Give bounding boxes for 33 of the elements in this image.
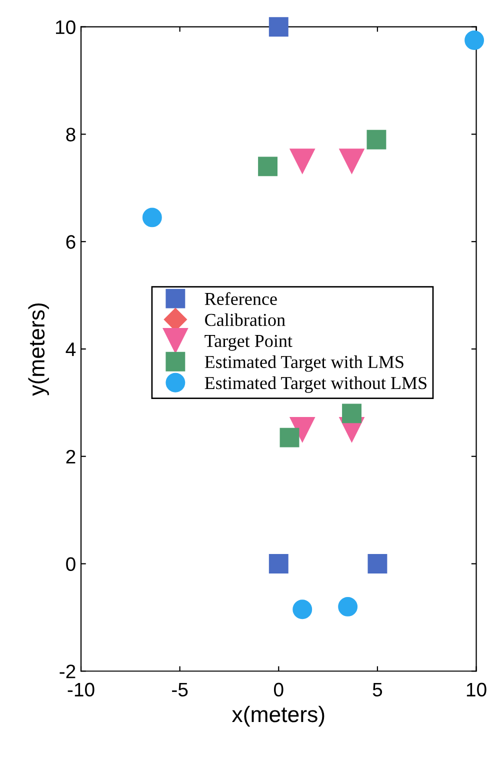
point bbox=[290, 417, 315, 442]
point bbox=[368, 554, 388, 574]
x-tick-label: 10 bbox=[466, 682, 486, 697]
point bbox=[464, 30, 484, 50]
y-axis-title: y(meters) bbox=[28, 303, 49, 396]
y-tick-label: 0 bbox=[66, 557, 76, 571]
point bbox=[338, 596, 358, 616]
point bbox=[342, 404, 362, 424]
legend-label: Calibration bbox=[205, 313, 286, 326]
point bbox=[268, 554, 288, 574]
point bbox=[280, 428, 300, 448]
x-axis-title: x(meters) bbox=[232, 706, 324, 727]
y-tick-label: 2 bbox=[66, 450, 76, 464]
y-tick-label: 10 bbox=[56, 20, 76, 34]
y-tick-label: 4 bbox=[66, 342, 76, 356]
point bbox=[290, 148, 315, 174]
x-tick-label: 0 bbox=[274, 682, 284, 697]
x-tick-label: -10 bbox=[68, 682, 94, 697]
y-tick-label: 6 bbox=[66, 235, 76, 249]
point bbox=[142, 208, 162, 228]
x-tick-label: -5 bbox=[172, 682, 188, 697]
legend-label: Estimated Target with LMS bbox=[204, 355, 404, 372]
y-tick-label: 8 bbox=[66, 128, 76, 142]
point bbox=[258, 156, 278, 176]
point bbox=[366, 130, 386, 150]
y-tick-label: -2 bbox=[60, 664, 76, 678]
point bbox=[339, 148, 364, 174]
point bbox=[292, 600, 312, 620]
point bbox=[268, 17, 288, 37]
legend-label: Target Point bbox=[204, 334, 292, 351]
x-tick-label: 5 bbox=[372, 682, 382, 697]
legend-label: Estimated Target without LMS bbox=[204, 376, 426, 393]
legend-label: Reference bbox=[204, 292, 277, 306]
